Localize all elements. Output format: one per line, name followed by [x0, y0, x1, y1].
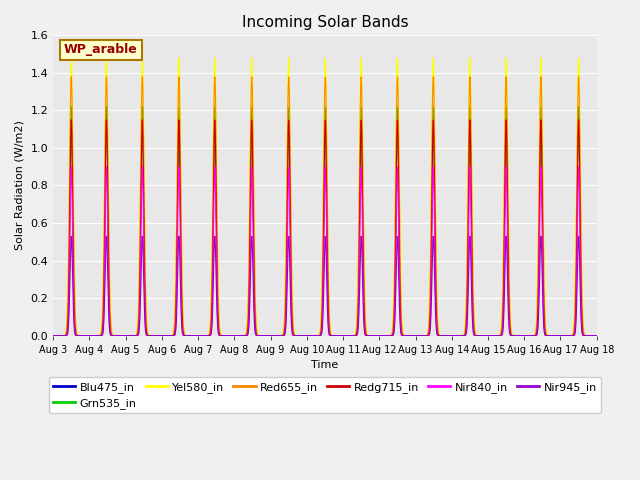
Red655_in [524, 333, 531, 338]
Grn535_in [49, 333, 57, 338]
Legend: Blu475_in, Grn535_in, Yel580_in, Red655_in, Redg715_in, Nir840_in, Nir945_in: Blu475_in, Grn535_in, Yel580_in, Red655_… [49, 377, 601, 413]
Grn535_in [282, 317, 289, 323]
Nir945_in [258, 333, 266, 338]
Grn535_in [144, 333, 152, 338]
Redg715_in [282, 318, 289, 324]
Line: Nir840_in: Nir840_in [53, 167, 596, 336]
Blu475_in [111, 333, 119, 338]
Nir945_in [111, 333, 119, 338]
Nir840_in [67, 164, 75, 169]
Redg715_in [67, 117, 75, 123]
Line: Yel580_in: Yel580_in [53, 58, 596, 336]
Redg715_in [582, 333, 590, 338]
Yel580_in [67, 55, 75, 61]
Grn535_in [111, 333, 119, 338]
Y-axis label: Solar Radiation (W/m2): Solar Radiation (W/m2) [15, 120, 25, 251]
Text: WP_arable: WP_arable [64, 43, 138, 56]
Redg715_in [111, 333, 119, 338]
Yel580_in [282, 276, 289, 282]
Yel580_in [49, 333, 57, 338]
Blu475_in [67, 108, 75, 113]
X-axis label: Time: Time [311, 360, 339, 370]
Blu475_in [593, 333, 600, 338]
Redg715_in [49, 333, 57, 338]
Blu475_in [258, 333, 266, 338]
Red655_in [282, 293, 289, 299]
Red655_in [144, 330, 152, 336]
Line: Redg715_in: Redg715_in [53, 120, 596, 336]
Grn535_in [593, 333, 600, 338]
Blu475_in [524, 333, 531, 338]
Line: Blu475_in: Blu475_in [53, 110, 596, 336]
Line: Nir945_in: Nir945_in [53, 236, 596, 336]
Nir840_in [49, 333, 57, 338]
Red655_in [49, 333, 57, 338]
Red655_in [258, 333, 266, 338]
Redg715_in [144, 333, 152, 338]
Nir945_in [593, 333, 600, 338]
Red655_in [593, 333, 600, 338]
Redg715_in [524, 333, 531, 338]
Grn535_in [67, 104, 75, 109]
Nir945_in [144, 333, 152, 338]
Nir840_in [282, 327, 289, 333]
Line: Red655_in: Red655_in [53, 77, 596, 336]
Nir840_in [524, 333, 531, 338]
Nir840_in [582, 333, 590, 338]
Redg715_in [258, 333, 266, 338]
Grn535_in [582, 333, 590, 338]
Red655_in [111, 333, 119, 338]
Blu475_in [582, 333, 590, 338]
Blu475_in [144, 333, 152, 338]
Yel580_in [524, 333, 531, 338]
Nir945_in [582, 333, 590, 338]
Blu475_in [49, 333, 57, 338]
Yel580_in [144, 327, 152, 333]
Nir945_in [67, 233, 75, 239]
Title: Incoming Solar Bands: Incoming Solar Bands [242, 15, 408, 30]
Nir945_in [282, 329, 289, 335]
Nir945_in [524, 333, 531, 338]
Yel580_in [593, 333, 600, 338]
Yel580_in [258, 333, 266, 338]
Redg715_in [593, 333, 600, 338]
Nir840_in [593, 333, 600, 338]
Blu475_in [282, 318, 289, 324]
Grn535_in [524, 333, 531, 338]
Yel580_in [111, 333, 119, 338]
Line: Grn535_in: Grn535_in [53, 107, 596, 336]
Nir840_in [111, 333, 119, 338]
Nir840_in [144, 333, 152, 338]
Red655_in [582, 333, 590, 338]
Nir945_in [49, 333, 57, 338]
Grn535_in [258, 333, 266, 338]
Yel580_in [582, 333, 590, 338]
Nir840_in [258, 333, 266, 338]
Red655_in [67, 74, 75, 80]
